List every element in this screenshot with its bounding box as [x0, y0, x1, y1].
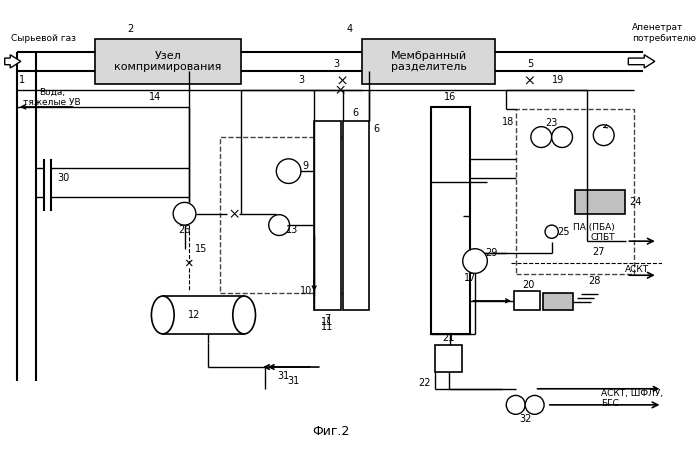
Text: 3: 3: [333, 59, 339, 69]
Text: Узел
компримирования: Узел компримирования: [114, 51, 222, 72]
Bar: [516, 109, 634, 274]
Text: Мембранный
разделитель: Мембранный разделитель: [391, 51, 467, 72]
Text: 4: 4: [347, 24, 354, 34]
Circle shape: [463, 249, 487, 273]
Bar: [342, 121, 369, 310]
Text: 21: 21: [442, 333, 455, 342]
Text: 6: 6: [353, 108, 359, 118]
Text: 13: 13: [286, 225, 298, 235]
Text: 22: 22: [418, 378, 430, 388]
Polygon shape: [5, 55, 21, 68]
Text: ПА (ПБА)
СПБТ: ПА (ПБА) СПБТ: [573, 223, 615, 242]
Circle shape: [506, 395, 525, 414]
Text: 12: 12: [188, 310, 200, 320]
Text: 31: 31: [278, 371, 290, 381]
Text: 3: 3: [298, 75, 304, 85]
Bar: [220, 137, 363, 293]
Text: Сырьевой газ: Сырьевой газ: [11, 34, 76, 43]
Text: 23: 23: [545, 118, 558, 128]
Text: 11: 11: [321, 322, 333, 333]
Text: 30: 30: [57, 173, 69, 183]
Circle shape: [269, 215, 290, 236]
Text: 32: 32: [519, 414, 531, 424]
Circle shape: [525, 395, 544, 414]
Text: 16: 16: [444, 92, 456, 102]
Text: 18: 18: [502, 117, 514, 127]
Ellipse shape: [151, 296, 174, 334]
Text: 25: 25: [556, 226, 569, 237]
Text: 7: 7: [324, 314, 330, 324]
Text: 9: 9: [302, 161, 309, 171]
Bar: [575, 190, 624, 214]
Circle shape: [276, 159, 301, 183]
Bar: [94, 39, 241, 84]
Circle shape: [531, 127, 552, 148]
Bar: [163, 296, 244, 334]
Text: 6: 6: [374, 124, 379, 134]
Text: Вода,
тяжелые УВ: Вода, тяжелые УВ: [23, 87, 81, 107]
Text: 26: 26: [178, 225, 190, 235]
Bar: [430, 107, 470, 334]
Text: Фиг.2: Фиг.2: [312, 425, 350, 438]
Circle shape: [545, 225, 559, 238]
Text: 20: 20: [522, 280, 534, 290]
Bar: [314, 121, 341, 310]
Ellipse shape: [233, 296, 256, 334]
Circle shape: [552, 127, 573, 148]
Text: 31: 31: [287, 376, 300, 386]
Text: 27: 27: [593, 246, 606, 256]
Text: 5: 5: [527, 59, 533, 69]
Circle shape: [594, 125, 614, 145]
Text: АСКТ: АСКТ: [624, 265, 649, 274]
Bar: [363, 39, 495, 84]
Text: 29: 29: [485, 248, 497, 259]
Text: Апенетрат
потребителю: Апенетрат потребителю: [632, 23, 696, 43]
Text: 15: 15: [195, 244, 208, 254]
Text: АСКТ, ШФЛУ,
БГС: АСКТ, ШФЛУ, БГС: [601, 389, 663, 408]
Text: 1: 1: [19, 75, 24, 85]
Text: 2: 2: [127, 24, 134, 34]
Text: 11: 11: [321, 317, 333, 327]
Polygon shape: [629, 55, 654, 68]
Bar: [514, 291, 540, 310]
Bar: [435, 345, 462, 372]
Text: 19: 19: [552, 75, 564, 85]
Text: 14: 14: [149, 92, 161, 102]
Text: 28: 28: [588, 276, 601, 286]
Text: 17: 17: [464, 273, 477, 283]
Bar: [543, 293, 573, 310]
Text: 24: 24: [629, 197, 642, 207]
Circle shape: [173, 202, 196, 225]
Text: 10: 10: [300, 286, 312, 296]
